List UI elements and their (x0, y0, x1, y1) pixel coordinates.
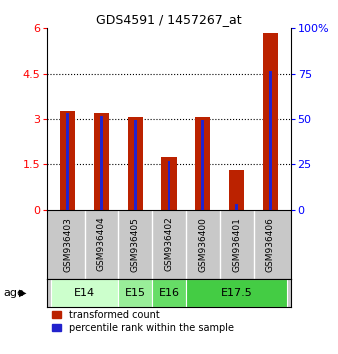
Bar (195, 118, 210, 210)
Bar (134, 120, 137, 210)
Bar (201, 120, 204, 210)
Text: E17.5: E17.5 (221, 288, 252, 298)
Text: E15: E15 (125, 288, 146, 298)
Text: GSM936401: GSM936401 (232, 217, 241, 272)
Bar (263, 33, 278, 210)
Text: GSM936404: GSM936404 (97, 217, 106, 272)
Bar (229, 170, 244, 210)
Title: GDS4591 / 1457267_at: GDS4591 / 1457267_at (96, 13, 242, 26)
Text: GSM936406: GSM936406 (266, 217, 275, 272)
Text: E16: E16 (159, 288, 179, 298)
Bar (66, 113, 69, 210)
Bar (94, 113, 109, 210)
Bar (162, 157, 177, 210)
Bar (152, 279, 186, 307)
Bar (51, 279, 118, 307)
Text: ▶: ▶ (19, 288, 26, 298)
Text: GSM936403: GSM936403 (63, 217, 72, 272)
Bar (118, 279, 152, 307)
Bar (100, 116, 103, 210)
Bar (60, 112, 75, 210)
Text: age: age (3, 288, 24, 298)
Text: GSM936405: GSM936405 (131, 217, 140, 272)
Text: E14: E14 (74, 288, 95, 298)
Bar (128, 118, 143, 210)
Legend: transformed count, percentile rank within the sample: transformed count, percentile rank withi… (52, 310, 234, 333)
Text: GSM936400: GSM936400 (198, 217, 207, 272)
Bar (235, 204, 238, 210)
Bar (168, 161, 170, 210)
Bar (186, 279, 287, 307)
Text: GSM936402: GSM936402 (165, 217, 173, 272)
Bar (269, 70, 272, 210)
